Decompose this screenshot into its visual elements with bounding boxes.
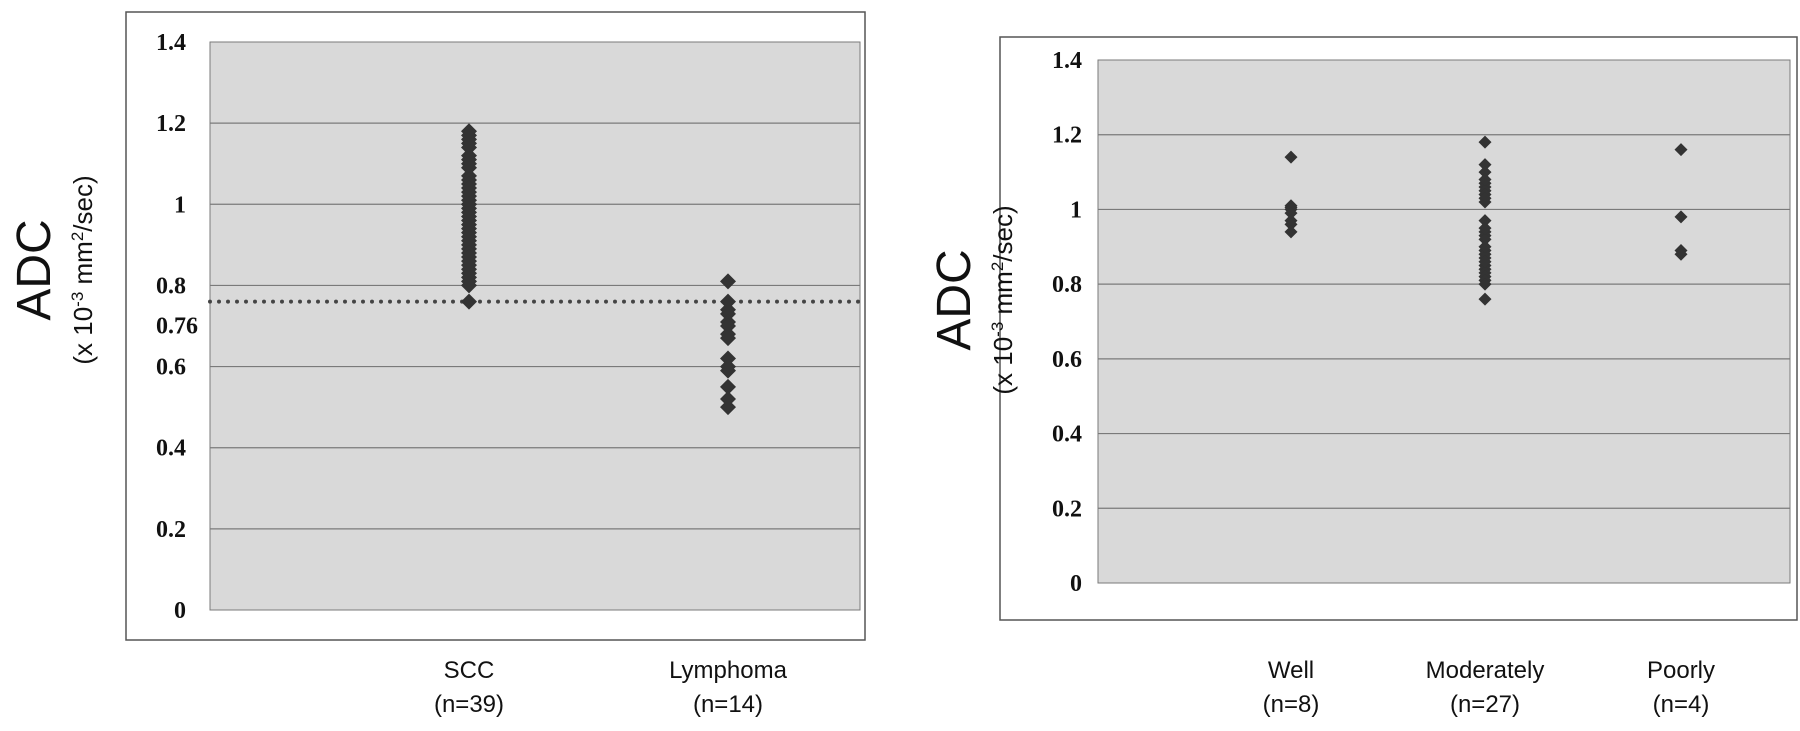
data-point [1478, 173, 1492, 187]
y-axis-title: ADC [928, 249, 981, 350]
y-tick-label: 0.2 [1052, 496, 1082, 522]
y-tick-label: 0.4 [1052, 422, 1082, 448]
units-text: (x 10 [68, 307, 98, 365]
y-tick-label: 1.4 [1052, 48, 1082, 74]
y-tick-label: 1.2 [1052, 123, 1082, 149]
category-n-label: (n=8) [1263, 691, 1320, 718]
data-point [1478, 255, 1492, 269]
plot-area [1097, 59, 1791, 584]
y-tick-label: 0.2 [156, 517, 186, 543]
y-tick-label: 0 [174, 598, 186, 624]
category-n-label: (n=39) [434, 691, 504, 718]
data-point [720, 293, 736, 310]
data-point [1478, 195, 1492, 209]
category-label: SCC [444, 657, 495, 684]
y-tick-label: 1 [174, 192, 186, 218]
data-point [1674, 247, 1688, 261]
data-point [1284, 150, 1298, 164]
units-text: (x 10 [988, 337, 1018, 395]
y-tick-label: 0.6 [1052, 347, 1082, 373]
chart-2: 0 0.2 0.4 0.6 0.8 1 1.2 1.4 ADC(x 10-3 mm2/sec) W… [928, 36, 1798, 718]
y-tick-label: 1 [1070, 197, 1082, 223]
data-point [1478, 240, 1492, 254]
y-tick-label: 0 [1070, 571, 1082, 597]
superscript: -3 [988, 322, 1007, 337]
data-point [1478, 214, 1492, 228]
y-axis-label: ADC [928, 249, 981, 350]
data-point [1284, 206, 1298, 220]
superscript: 2 [988, 262, 1007, 271]
data-point [720, 378, 736, 395]
data-point [720, 362, 736, 379]
data-point [720, 350, 736, 367]
category-n-label: (n=14) [693, 691, 763, 718]
category-n-label: (n=4) [1653, 691, 1710, 718]
data-point [1478, 292, 1492, 306]
y-tick-label: 0.8 [156, 273, 186, 299]
units-text: /sec) [988, 205, 1018, 261]
category-label: Moderately [1426, 657, 1545, 684]
data-point [461, 159, 477, 176]
superscript: -3 [68, 292, 87, 307]
y-tick-label: 1.2 [156, 111, 186, 137]
data-point [720, 273, 736, 290]
data-point [720, 391, 736, 408]
category-label: Poorly [1647, 657, 1715, 684]
data-point [1284, 225, 1298, 239]
units-text: mm [988, 271, 1018, 322]
data-point [1478, 158, 1492, 172]
data-point [720, 305, 736, 322]
data-point [1478, 221, 1492, 235]
data-point [1478, 277, 1492, 291]
data-point [720, 318, 736, 334]
data-point [1674, 143, 1688, 157]
data-point [1478, 135, 1492, 149]
y-tick-label: 0.6 [156, 355, 186, 381]
plot-area [209, 41, 861, 611]
y-axis-units: (x 10-3 mm2/sec) [988, 205, 1019, 394]
units-text: mm [68, 241, 98, 292]
superscript: 2 [68, 232, 87, 241]
data-point [720, 330, 736, 347]
category-n-label: (n=27) [1450, 691, 1520, 718]
data-point [461, 139, 477, 156]
y-axis-units-label: (x 10-3 mm2/sec) [988, 205, 1019, 394]
y-axis-title: ADC [8, 219, 61, 320]
data-point [720, 399, 736, 416]
category-label: Well [1268, 657, 1314, 684]
threshold-label: 0.76 [156, 314, 198, 340]
data-point [461, 293, 477, 310]
data-point [1478, 165, 1492, 179]
units-text: /sec) [68, 175, 98, 231]
category-label: Lymphoma [669, 657, 787, 684]
y-axis-units: (x 10-3 mm2/sec) [68, 175, 99, 364]
y-tick-label: 0.4 [156, 436, 186, 462]
data-point [1674, 210, 1688, 224]
chart-1: 0 0.2 0.4 0.6 0.8 1 1.2 1.4 0.76 ADC(x 10-3 mm2/s… [8, 11, 867, 718]
y-tick-label: 0.8 [1052, 272, 1082, 298]
data-point [1284, 217, 1298, 231]
y-axis-label: ADC [8, 219, 61, 320]
data-point [461, 277, 477, 294]
y-tick-label: 1.4 [156, 30, 186, 56]
y-axis-units-label: (x 10-3 mm2/sec) [68, 175, 99, 364]
data-point [1478, 232, 1492, 246]
